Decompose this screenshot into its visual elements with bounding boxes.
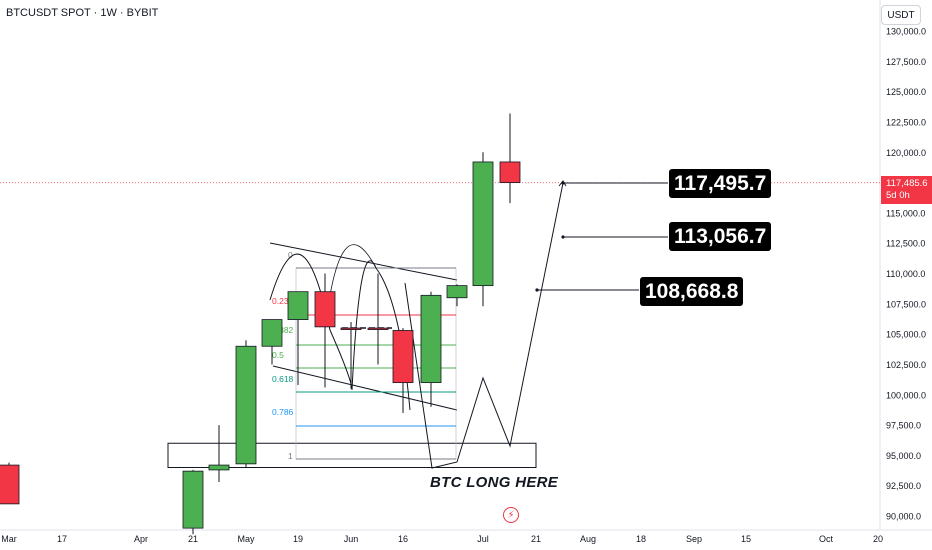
candle-body: [287, 291, 309, 320]
x-tick-label: 20: [873, 534, 883, 544]
y-tick-label: 102,500.0: [886, 360, 926, 370]
y-tick-label: 105,000.0: [886, 330, 926, 340]
candle-body: [208, 464, 230, 471]
y-tick-label: 127,500.0: [886, 57, 926, 67]
bar-countdown: 5d 0h: [886, 190, 910, 201]
y-tick-label: 120,000.0: [886, 148, 926, 158]
x-tick-label: 15: [741, 534, 751, 544]
candle-body: [472, 161, 494, 287]
target-callout-2: 113,056.7: [669, 222, 772, 251]
candle-body: [420, 294, 442, 384]
fib-level-label: 0: [288, 250, 293, 260]
y-tick-label: 110,000.0: [886, 269, 925, 279]
long-entry-label: BTC LONG HERE: [430, 474, 559, 491]
candle-body: [392, 330, 414, 384]
candle-body: [499, 161, 521, 183]
y-tick-label: 97,500.0: [886, 421, 921, 431]
x-tick-label: 17: [57, 534, 67, 544]
x-tick-label: 21: [531, 534, 541, 544]
target-callout-3: 108,668.8: [640, 277, 744, 306]
x-tick-label: 19: [293, 534, 303, 544]
wedge-upper-line: [269, 242, 458, 281]
x-tick-label: Aug: [580, 534, 596, 544]
fib-level-label: 0.382: [272, 325, 294, 335]
x-tick-label: 16: [398, 534, 408, 544]
y-tick-label: 115,000.0: [886, 208, 925, 218]
x-tick-label: Oct: [819, 534, 834, 544]
x-tick-label: May: [237, 534, 255, 544]
wedge-lower-line: [272, 365, 458, 411]
x-tick-label: Apr: [134, 534, 148, 544]
target-callout-1: 117,495.7: [669, 169, 772, 198]
y-tick-label: 90,000.0: [886, 512, 921, 522]
fib-level-label: 0.23: [272, 296, 289, 306]
x-tick-label: 21: [188, 534, 198, 544]
x-tick-label: Jul: [477, 534, 489, 544]
target-dot: [535, 288, 539, 292]
candle-body: [261, 319, 283, 347]
candle-body: [367, 327, 389, 330]
y-tick-label: 92,500.0: [886, 481, 921, 491]
y-tick-label: 95,000.0: [886, 451, 921, 461]
last-price-value: 117,485.6: [886, 178, 928, 189]
candle-body: [446, 285, 468, 299]
candle-body: [235, 345, 257, 465]
x-tick-label: Sep: [686, 534, 702, 544]
fib-level-label: 1: [288, 451, 293, 461]
currency-button[interactable]: USDT: [881, 5, 921, 25]
y-tick-label: 112,500.0: [886, 239, 925, 249]
arrow-head: [558, 180, 567, 187]
last-price-tag: 117,485.6 5d 0h: [881, 176, 932, 204]
x-tick-label: Jun: [344, 534, 359, 544]
candle-body: [182, 470, 204, 529]
fib-level-label: 0.618: [272, 374, 294, 384]
candle-body: [314, 291, 336, 328]
x-tick-label: Mar: [1, 534, 17, 544]
y-tick-label: 100,000.0: [886, 390, 926, 400]
fib-level-label: 0.786: [272, 407, 294, 417]
x-tick-label: 18: [636, 534, 646, 544]
projection-path: [404, 182, 564, 469]
candle-body: [0, 464, 20, 505]
target-dot: [561, 235, 565, 239]
candle-body: [340, 327, 362, 330]
support-zone-box: [167, 442, 537, 468]
lightning-icon[interactable]: ⚡: [503, 507, 519, 523]
y-tick-label: 130,000.0: [886, 27, 926, 37]
symbol-title: BTCUSDT SPOT · 1W · BYBIT: [6, 7, 159, 19]
y-tick-label: 122,500.0: [886, 117, 926, 127]
fib-level-label: 0.5: [272, 350, 284, 360]
y-tick-label: 125,000.0: [886, 87, 926, 97]
y-tick-label: 107,500.0: [886, 299, 926, 309]
